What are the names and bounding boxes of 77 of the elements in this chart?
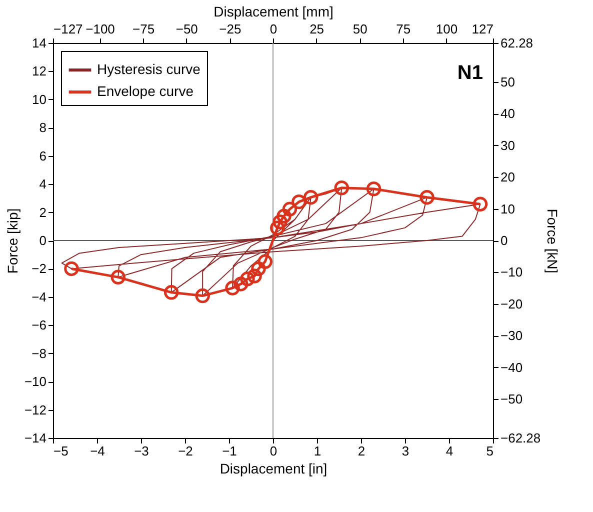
x2-tick-label: −100 bbox=[86, 22, 115, 36]
point bbox=[366, 182, 382, 196]
y-tick-label: 8 bbox=[39, 120, 46, 136]
annotation: N1 bbox=[457, 62, 483, 84]
point bbox=[282, 202, 298, 217]
y-tick-label: 12 bbox=[32, 64, 46, 79]
y-tick-label: −14 bbox=[24, 430, 46, 446]
y-tick-label: −6 bbox=[32, 318, 46, 333]
x-tick-label: −5 bbox=[54, 444, 68, 458]
point bbox=[240, 272, 255, 286]
x-tick-label: −1 bbox=[222, 444, 237, 458]
point bbox=[234, 276, 248, 292]
point bbox=[270, 220, 285, 236]
x-tick-label: −2 bbox=[178, 444, 193, 458]
x2-axis-title: Displacement [mm] bbox=[214, 4, 334, 20]
point bbox=[251, 261, 266, 276]
x-axis-title: Displacement [in] bbox=[220, 460, 328, 476]
x2-tick-label: 25 bbox=[310, 22, 324, 36]
point bbox=[195, 288, 210, 304]
y-tick-label: 6 bbox=[39, 148, 46, 164]
x2-tick-label: 127 bbox=[472, 22, 494, 36]
x2-tick-label: 75 bbox=[396, 22, 411, 36]
y-tick-label: −4 bbox=[32, 289, 46, 304]
x-tick-label: 1 bbox=[314, 444, 322, 458]
x2-tick-label: 50 bbox=[352, 22, 368, 36]
x2-tick-label: −127 bbox=[54, 22, 83, 36]
y2-axis-title: Force [kN] bbox=[544, 208, 561, 274]
point bbox=[64, 261, 79, 276]
point bbox=[472, 196, 488, 212]
y2-tick-label: 40 bbox=[500, 106, 515, 122]
x2-tick-label: −25 bbox=[219, 22, 242, 36]
y-tick-label: −2 bbox=[32, 261, 46, 276]
point bbox=[110, 270, 126, 285]
x-tick-label: −4 bbox=[90, 444, 105, 458]
x2-tick-label: −50 bbox=[176, 22, 198, 36]
x-tick-label: 4 bbox=[446, 444, 454, 458]
y-tick-label: 4 bbox=[39, 176, 46, 192]
y-axis-title: Force [kip] bbox=[4, 208, 20, 274]
x2-tick-label: 0 bbox=[270, 22, 278, 36]
x2-tick-label: 100 bbox=[436, 22, 458, 36]
y-tick-label: 0 bbox=[39, 233, 46, 248]
y-tick-label: 14 bbox=[32, 36, 46, 50]
y2-tick-label: 10 bbox=[500, 201, 515, 216]
legend-label: Hysteresis curve bbox=[97, 61, 201, 77]
legend-label: Envelope curve bbox=[97, 83, 194, 99]
y2-tick-label: −10 bbox=[500, 264, 523, 280]
y2-tick-label: −50 bbox=[500, 392, 523, 407]
y-tick-label: 2 bbox=[39, 204, 46, 220]
y-tick-label: −8 bbox=[32, 346, 46, 361]
x-tick-label: −3 bbox=[134, 444, 149, 458]
y-tick-label: −10 bbox=[24, 374, 46, 390]
y2-tick-label: −20 bbox=[500, 296, 523, 312]
y2-tick-label: 50 bbox=[500, 74, 515, 90]
point bbox=[420, 190, 434, 205]
x2-tick-label: −75 bbox=[132, 22, 155, 36]
x-tick-label: 5 bbox=[486, 444, 494, 458]
y2-tick-label: 0 bbox=[500, 233, 508, 248]
y2-tick-label: 62.28 bbox=[500, 36, 534, 50]
y-tick-label: 10 bbox=[32, 92, 46, 107]
point bbox=[334, 180, 350, 196]
point bbox=[164, 285, 179, 300]
y-tick-label: −12 bbox=[24, 402, 46, 418]
point bbox=[247, 268, 262, 284]
y2-tick-label: 20 bbox=[500, 170, 515, 185]
point bbox=[225, 280, 240, 296]
y2-tick-label: −62.28 bbox=[500, 430, 541, 446]
y2-tick-label: 30 bbox=[500, 138, 515, 153]
point bbox=[272, 214, 288, 230]
point bbox=[292, 194, 306, 210]
point bbox=[276, 208, 292, 224]
x-tick-label: 3 bbox=[402, 444, 410, 458]
y2-tick-label: −30 bbox=[500, 328, 523, 344]
point bbox=[303, 190, 318, 205]
point bbox=[258, 254, 272, 270]
x-tick-label: 2 bbox=[358, 444, 366, 458]
x-tick-label: 0 bbox=[270, 444, 278, 458]
y2-tick-label: −40 bbox=[500, 360, 523, 375]
